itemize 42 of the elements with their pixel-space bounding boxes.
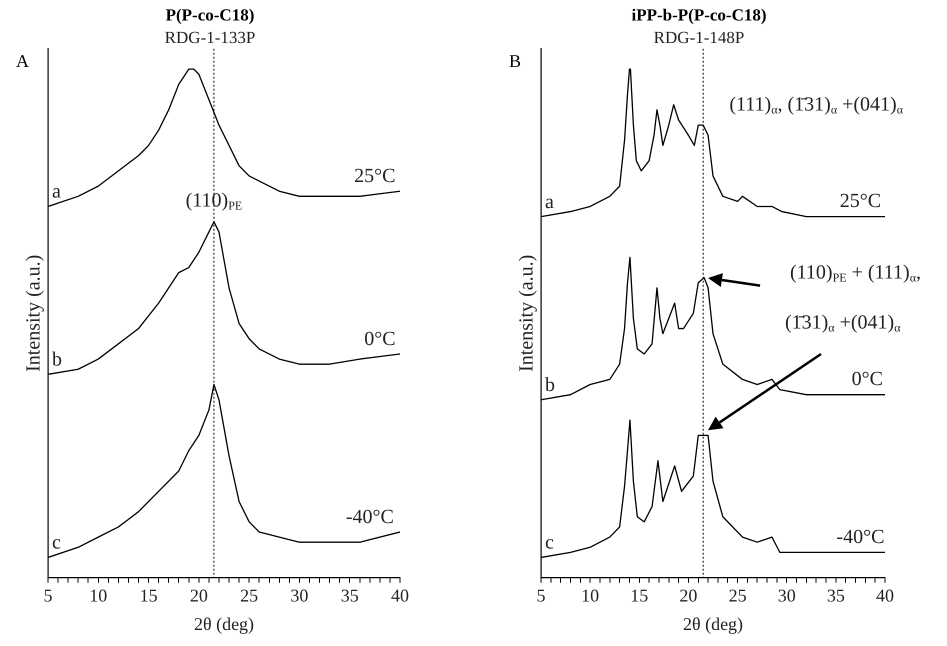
- annotation: 0°C: [364, 328, 396, 350]
- x-tick-label: 40: [876, 585, 894, 606]
- annotation: -40°C: [346, 506, 394, 528]
- chart-title: iPP-b-P(P-co-C18): [631, 6, 767, 25]
- y-axis-title: Intensity (a.u.): [22, 254, 44, 372]
- x-tick-label: 40: [391, 585, 409, 606]
- x-tick-label: 10: [89, 585, 108, 606]
- chart-subtitle: RDG-1-133P: [164, 28, 256, 48]
- x-tick-label: 20: [679, 585, 698, 606]
- chart-title: P(P-co-C18): [166, 6, 254, 25]
- x-tick-label: 25: [728, 585, 747, 606]
- x-tick-label: 5: [536, 585, 546, 606]
- x-tick-label: 35: [826, 585, 845, 606]
- annotation: (110)$_{PE}$: [186, 190, 242, 213]
- x-tick-label: 35: [340, 585, 359, 606]
- annotation: (111)$_{α}$, (1̄31)$_{α}$ +(041)$_{α}$: [729, 93, 904, 116]
- annotation: (110)$_{PE}$ + (111)$_{α}$,: [790, 261, 922, 284]
- series-label: a: [545, 190, 554, 213]
- annotation: 25°C: [354, 164, 396, 187]
- text: B: [509, 50, 522, 72]
- series-label: b: [545, 374, 555, 396]
- x-tick-label: 10: [581, 585, 600, 606]
- x-tick-label: 30: [778, 585, 796, 606]
- y-axis-title: Intensity (a.u.): [515, 254, 538, 372]
- annotation: -40°C: [836, 526, 884, 548]
- x-tick-label: 20: [190, 585, 208, 606]
- x-axis-title: 2θ (deg): [194, 614, 254, 634]
- annotation: (1̄31)$_{α}$ +(041)$_{α}$: [784, 312, 900, 335]
- annotation: 25°C: [840, 190, 882, 212]
- x-tick-label: 15: [140, 585, 158, 606]
- x-tick-label: 15: [630, 585, 648, 606]
- x-tick-label: 5: [44, 585, 52, 606]
- x-tick-label: 30: [290, 585, 308, 606]
- x-tick-label: 25: [240, 585, 258, 606]
- series-label: b: [52, 348, 62, 371]
- x-axis-title: 2θ (deg): [682, 614, 744, 634]
- series-label: a: [52, 180, 61, 203]
- chart-subtitle: RDG-1-148P: [654, 28, 744, 48]
- annotation: 0°C: [852, 368, 883, 390]
- series-label: c: [52, 532, 61, 554]
- text: A: [16, 50, 29, 72]
- series-label: c: [545, 532, 554, 554]
